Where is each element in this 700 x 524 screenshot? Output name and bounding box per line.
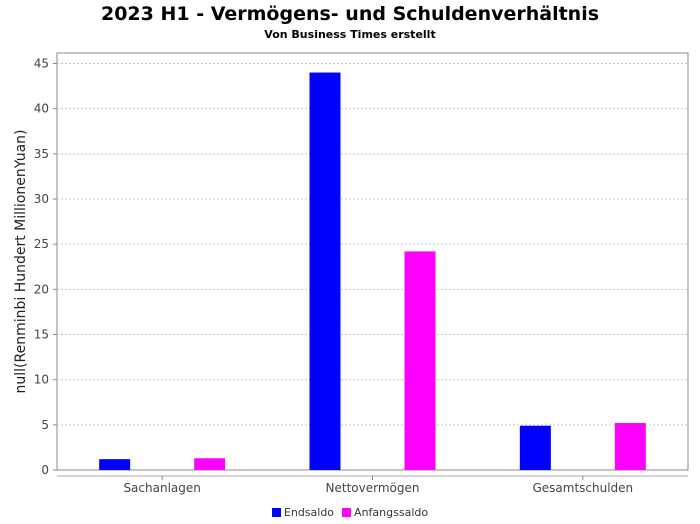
legend-label: Endsaldo [283,506,335,519]
bar-anfangssaldo-gesamtschulden [614,423,646,470]
y-tick-label: 20 [34,282,49,296]
bar-anfangssaldo-nettovermögen [404,251,436,470]
legend: Endsaldo Anfangssaldo [0,506,700,519]
chart-subtitle: Von Business Times erstellt [264,28,436,41]
legend-item: Endsaldo [271,506,335,519]
x-tick-label: Gesamtschulden [532,481,633,495]
legend-swatch [271,508,281,517]
bar-endsaldo-sachanlagen [99,459,131,470]
y-tick-label: 40 [34,102,49,116]
bar-anfangssaldo-sachanlagen [194,458,226,470]
y-tick-label: 25 [34,237,49,251]
chart-title: 2023 H1 - Vermögens- und Schuldenverhält… [100,3,600,25]
y-tick-label: 35 [34,147,49,161]
y-tick-label: 0 [41,463,49,477]
legend-item: Anfangssaldo [342,506,428,519]
bar-endsaldo-nettovermögen [309,72,341,471]
y-tick-label: 5 [41,418,49,432]
x-tick-label: Nettovermögen [326,481,420,495]
legend-swatch [342,508,352,517]
y-tick-label: 15 [34,328,49,342]
plot-background [56,52,689,471]
bar-endsaldo-gesamtschulden [519,425,551,470]
y-tick-label: 10 [34,373,49,387]
y-axis-label: null(Renminbi Hundert MillionenYuan) [13,130,29,394]
legend-label: Anfangssaldo [354,506,429,519]
y-tick-label: 30 [34,192,49,206]
x-tick-label: Sachanlagen [123,481,200,495]
y-tick-label: 45 [34,57,49,71]
